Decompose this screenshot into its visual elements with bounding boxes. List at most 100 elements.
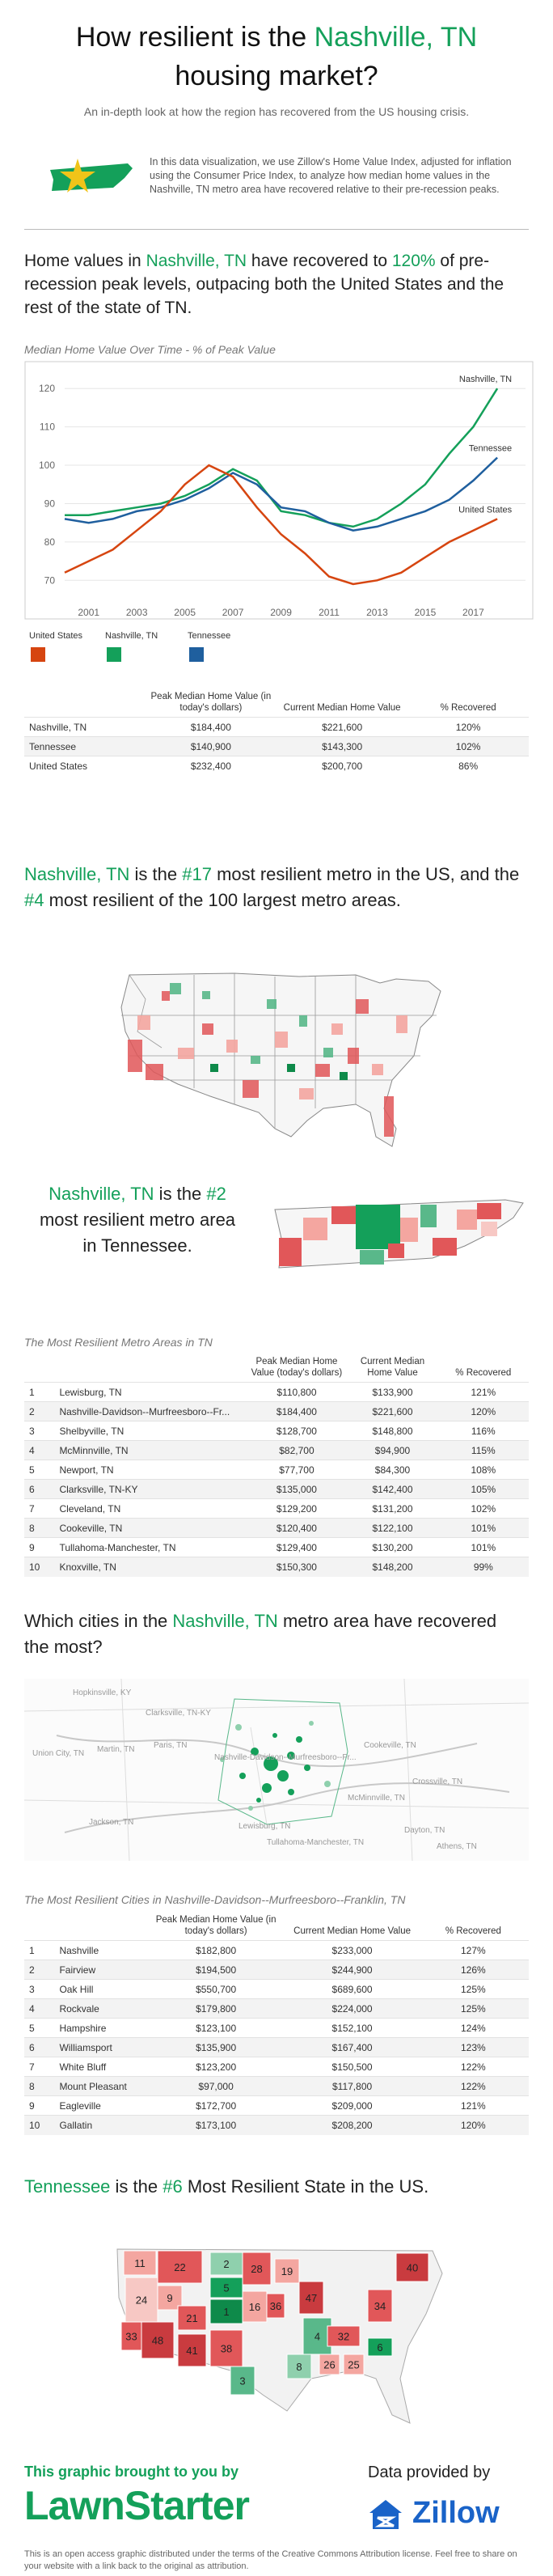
table-cell: $200,700 [276, 756, 408, 776]
table-header [54, 1911, 145, 1941]
table-cell: Tullahoma-Manchester, TN [54, 1537, 247, 1557]
table-cell: Hampshire [54, 2018, 146, 2038]
table-cell: 2 [24, 1401, 55, 1421]
table-row: 7 Cleveland, TN $129,200 $131,200 102% [24, 1498, 529, 1519]
table-cell: 121% [437, 1382, 529, 1402]
table-cell: $82,700 [246, 1440, 348, 1460]
table-cell: 10 [24, 2115, 55, 2135]
table-row: 6 Clarksville, TN-KY $135,000 $142,400 105% [24, 1479, 529, 1499]
state-cell [209, 2329, 243, 2367]
city-map-label: Hopkinsville, KY [73, 1688, 132, 1697]
table-cell: $148,200 [347, 1557, 438, 1577]
state-rank-label: 1 [223, 2306, 229, 2318]
table-cell: $150,500 [286, 2057, 418, 2077]
table-cell: Eagleville [54, 2095, 146, 2116]
headline-text: Which cities in the [24, 1611, 173, 1631]
table-cell: Shelbyville, TN [54, 1421, 247, 1441]
city-map-label: Union City, TN [32, 1749, 84, 1758]
table-cell: $184,400 [145, 717, 276, 737]
table-cell: $167,400 [286, 2037, 418, 2057]
headline-text: of pre-recession peak levels, outpacing … [24, 252, 504, 317]
tennessee-metro-map [274, 1199, 524, 1269]
state-rank-label: 5 [223, 2282, 229, 2294]
legend-swatch [107, 647, 121, 662]
table-cell: 122% [417, 2076, 529, 2096]
headline-text: Home values in [24, 252, 146, 270]
table-cell: Mount Pleasant [54, 2076, 146, 2096]
headline-text: most resilient metro in the US, and the [211, 864, 520, 884]
headline-text: is the [154, 1184, 207, 1204]
table-cell: 7 [24, 2057, 55, 2077]
table-cell: 127% [417, 1940, 529, 1960]
headline-text: most resilient metro area in Tennessee. [39, 1210, 236, 1256]
table-row: 8 Mount Pleasant $97,000 $117,800 122% [24, 2076, 529, 2096]
y-tick-label: 110 [40, 422, 55, 433]
state-rank-headline: Tennessee is the #6 Most Resilient State… [24, 2175, 526, 2198]
x-tick-label: 2013 [366, 607, 388, 618]
table-cell: $172,700 [145, 2095, 287, 2116]
series-end-label: Nashville, TN [459, 375, 512, 384]
table-cell: 123% [417, 2037, 529, 2057]
table-cell: 8 [24, 2076, 55, 2096]
table-cell: $97,000 [145, 2076, 287, 2096]
table-cell: Williamsport [54, 2037, 146, 2057]
license-text: This is an open access graphic distribut… [24, 2549, 517, 2571]
table-header [24, 688, 146, 718]
table-cell: $133,900 [347, 1382, 438, 1402]
table-cell: $148,800 [347, 1421, 438, 1441]
table-row: 5 Hampshire $123,100 $152,100 124% [24, 2018, 529, 2038]
table-cell: Nashville, TN [24, 717, 146, 737]
state-cell [286, 2354, 312, 2379]
state-rank-label: 24 [136, 2294, 147, 2307]
city-map-label: McMinnville, TN [348, 1794, 405, 1803]
table-header: Peak Median Home Value (today's dollars) [251, 1357, 343, 1378]
chart-frame [24, 361, 534, 620]
series-end-label: Tennessee [469, 444, 512, 454]
table-cell: Nashville-Davidson--Murfreesboro--Fr... [54, 1401, 247, 1421]
legend-label: Tennessee [188, 631, 231, 641]
table-row: 2 Fairview $194,500 $244,900 126% [24, 1960, 529, 1980]
state-cell [230, 2366, 255, 2396]
table-cell: $244,900 [286, 1960, 418, 1980]
city-map-label: Paris, TN [154, 1741, 188, 1750]
city-map-label: Clarksville, TN-KY [146, 1709, 211, 1718]
state-cell [367, 2337, 393, 2357]
state-cell [120, 2321, 142, 2351]
state-rank-label: 38 [221, 2343, 232, 2355]
state-cell [343, 2354, 365, 2375]
table-cell: $142,400 [347, 1479, 438, 1499]
table-row: 8 Cookeville, TN $120,400 $122,100 101% [24, 1518, 529, 1538]
line-chart: 70 80 90 100 110 120 2001 2003 2005 2007 2009 2011… [24, 361, 534, 620]
table-cell: 120% [407, 717, 529, 737]
table-cell: Fairview [54, 1960, 146, 1980]
page-title: How resilient is the Nashville, TN housi… [16, 18, 537, 95]
tn-table-title: The Most Resilient Metro Areas in TN [24, 1336, 213, 1349]
table-cell: 5 [24, 2018, 55, 2038]
table-row: 3 Shelbyville, TN $128,700 $148,800 116% [24, 1421, 529, 1441]
city-map-label: Lewisburg, TN [239, 1822, 290, 1831]
headline-rank: #2 [206, 1184, 226, 1204]
headline-city: Nashville, TN [24, 864, 130, 884]
headline-text: Most Resilient State in the US. [182, 2176, 429, 2197]
state-cell [177, 2305, 207, 2331]
state-rank-label: 11 [134, 2257, 146, 2269]
table-cell: $129,400 [246, 1537, 348, 1557]
cities-headline: Which cities in the Nashville, TN metro … [24, 1608, 509, 1660]
page-subtitle: An in-depth look at how the region has r… [83, 105, 470, 118]
table-cell: Cleveland, TN [54, 1498, 247, 1519]
table-cell: Clarksville, TN-KY [54, 1479, 247, 1499]
y-tick-label: 80 [44, 536, 56, 548]
city-map: Hopkinsville, KY Clarksville, TN-KY Martin… [24, 1679, 529, 1861]
headline-state: Tennessee [24, 2176, 111, 2197]
state-cell [123, 2250, 157, 2276]
table-cell: $94,900 [347, 1440, 438, 1460]
state-rank-label: 41 [186, 2345, 197, 2357]
x-tick-label: 2005 [174, 607, 196, 618]
table-cell: $130,200 [347, 1537, 438, 1557]
table-cell: $209,000 [286, 2095, 418, 2116]
table-header: % Recovered [440, 703, 496, 713]
x-tick-label: 2015 [415, 607, 437, 618]
state-cell [177, 2333, 207, 2367]
table-cell: $194,500 [145, 1960, 287, 1980]
table-cell: $84,300 [347, 1460, 438, 1480]
